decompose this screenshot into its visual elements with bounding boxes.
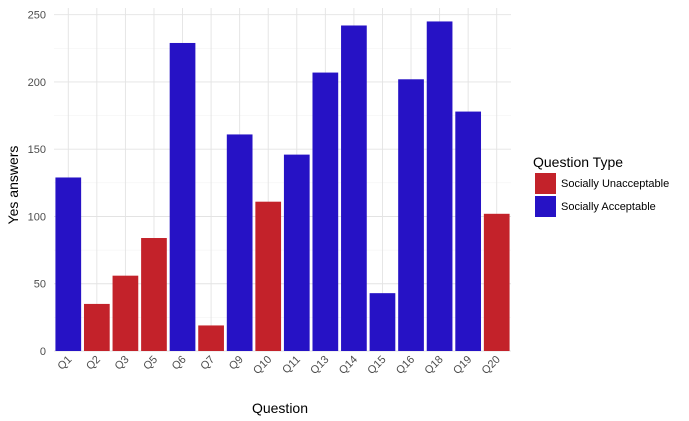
bar-q6 [169, 42, 196, 352]
x-tick-label-q5: Q5 [141, 354, 160, 373]
legend-title: Question Type [533, 154, 623, 170]
x-tick-label-q7: Q7 [198, 354, 217, 373]
x-tick-label-q1: Q1 [56, 354, 75, 373]
y-axis-ticks: 0 50 100 150 200 250 [28, 10, 46, 358]
y-tick-label: 250 [28, 10, 46, 22]
legend-swatch-socially-unacceptable [535, 173, 556, 194]
x-tick-label-q19: Q19 [451, 354, 474, 377]
x-tick-label-q11: Q11 [280, 354, 303, 377]
y-tick-label: 200 [28, 77, 46, 89]
bar-q20 [483, 213, 510, 351]
bar-q19 [455, 111, 482, 352]
bar-q15 [369, 293, 396, 351]
legend: Question Type Socially Unacceptable Soci… [533, 154, 669, 217]
bar-q3 [112, 275, 139, 351]
x-tick-label-q18: Q18 [423, 354, 446, 377]
y-axis-title: Yes answers [5, 146, 21, 225]
y-tick-label: 150 [28, 144, 46, 156]
x-tick-label-q2: Q2 [84, 354, 103, 373]
bar-q10 [255, 201, 282, 351]
bar-q7 [198, 325, 224, 351]
bar-q14 [341, 25, 367, 352]
legend-label-socially-unacceptable: Socially Unacceptable [561, 178, 669, 190]
y-tick-label: 100 [28, 211, 46, 223]
legend-swatch-socially-acceptable [535, 196, 556, 217]
bar-q11 [283, 154, 310, 351]
x-tick-label-q9: Q9 [227, 354, 246, 373]
legend-label-socially-acceptable: Socially Acceptable [561, 201, 656, 213]
x-tick-label-q20: Q20 [480, 354, 503, 377]
y-tick-label: 50 [34, 279, 46, 291]
bar-q1 [55, 177, 82, 351]
x-tick-label-q3: Q3 [113, 354, 132, 373]
x-tick-label-q13: Q13 [308, 354, 331, 377]
y-tick-label: 0 [40, 346, 46, 358]
bar-q9 [226, 134, 253, 351]
bar-q13 [312, 72, 339, 352]
x-tick-label-q16: Q16 [394, 354, 417, 377]
bar-q18 [426, 21, 453, 351]
x-tick-label-q15: Q15 [365, 354, 388, 377]
bars [55, 21, 510, 352]
bar-q5 [141, 238, 167, 351]
x-axis-title: Question [252, 400, 308, 416]
x-tick-label-q6: Q6 [170, 354, 189, 373]
bar-q16 [398, 79, 424, 352]
x-axis-ticks: Q1 Q2 Q3 Q5 Q6 Q7 Q9 Q10 Q11 Q13 Q14 Q15 Q16 Q18 Q19 Q2… [56, 354, 503, 377]
x-tick-label-q14: Q14 [337, 354, 360, 377]
x-tick-label-q10: Q10 [251, 354, 274, 377]
bar-q2 [83, 303, 110, 351]
